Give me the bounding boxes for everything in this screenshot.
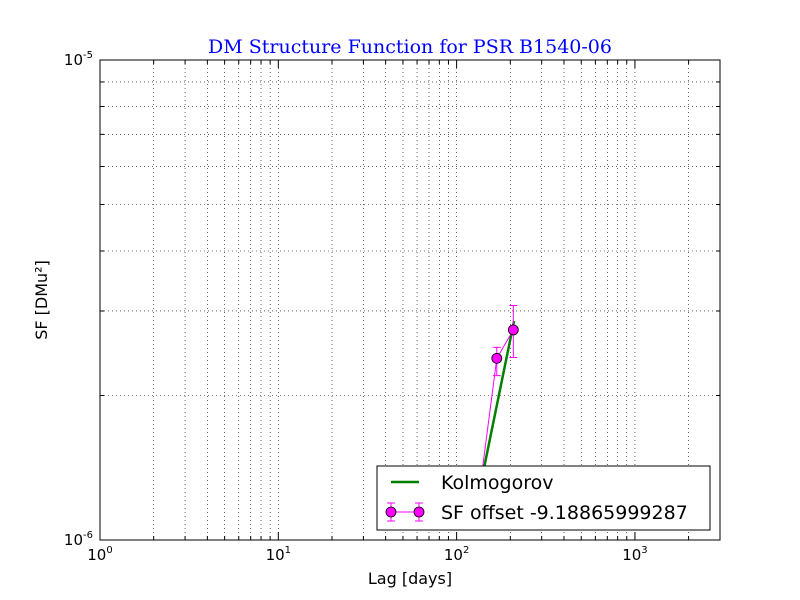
legend-label: Kolmogorov xyxy=(441,472,554,494)
data-point xyxy=(507,324,519,336)
x-tick-label: 100 xyxy=(87,545,112,564)
grid xyxy=(99,59,721,541)
legend-box xyxy=(376,465,711,531)
chart-title: DM Structure Function for PSR B1540-06 xyxy=(208,36,612,58)
x-tick-label: 102 xyxy=(444,545,469,564)
data-point xyxy=(491,352,503,364)
legend-marker xyxy=(385,506,397,518)
x-tick-label: 101 xyxy=(266,545,291,564)
x-axis-label: Lag [days] xyxy=(368,569,452,588)
plot-frame xyxy=(99,59,721,541)
y-axis-label: SF [DMu²] xyxy=(32,260,51,340)
legend-marker xyxy=(413,506,425,518)
legend: Kolmogorov SF offset -9.18865999287 xyxy=(376,465,711,531)
axis-ticks: 100 101 102 103 10-6 10-5 xyxy=(64,50,721,564)
y-tick-label: 10-6 xyxy=(64,530,93,549)
y-tick-label: 10-5 xyxy=(64,50,93,69)
legend-label: SF offset -9.18865999287 xyxy=(441,502,688,524)
x-tick-label: 103 xyxy=(622,545,647,564)
